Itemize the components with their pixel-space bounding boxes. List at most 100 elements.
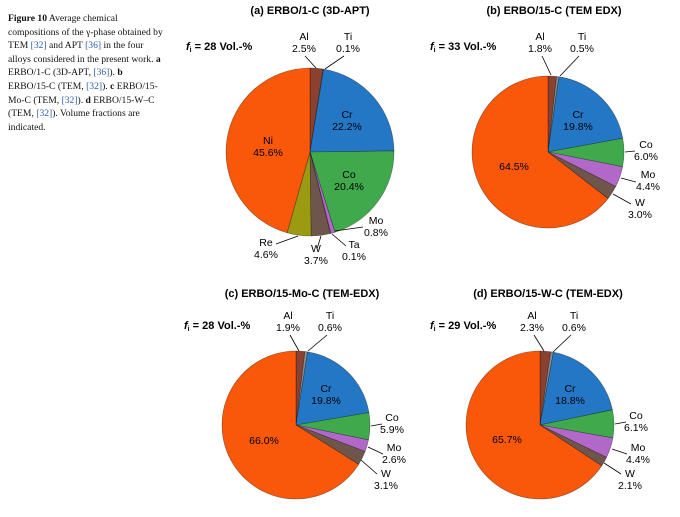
pie-slice-cr [309,68,395,153]
pie-chart-a: (a) ERBO/1-C (3D-APT) fi = 28 Vol.-% Al 2.5… [186,2,436,279]
slice-label-value: 3.1% [374,480,398,492]
slice-label-value: 3.0% [628,209,652,221]
label-leader-line [360,459,378,475]
chart-title: (a) ERBO/1-C (3D-APT) [250,5,370,17]
slice-label-value: 18.8% [555,395,585,407]
pie-chart-c-svg: (c) ERBO/15-Mo-C (TEM-EDX) fi = 28 Vol.-%… [184,288,406,500]
pie-slice-cr [539,351,613,426]
slice-label-value: 0.8% [364,227,388,239]
slice-label-value: 1.8% [528,43,552,55]
pie-slice-mo [539,424,614,458]
pie-chart-b: (b) ERBO/15-C (TEM EDX) fi = 33 Vol.-% Al 1… [430,2,680,279]
caption-text: ). [77,94,86,106]
caption-text: b [117,67,123,79]
label-leader-line [316,235,322,250]
label-leader-line [614,421,627,425]
slice-label-name: Cr [572,109,584,121]
slice-label-value: 3.7% [304,255,328,267]
label-leader-line [370,423,383,427]
citation-link[interactable]: [32] [61,94,78,106]
chart-title: (b) ERBO/15-C (TEM EDX) [486,5,621,17]
slice-label-value: 64.5% [499,161,529,173]
citation-link[interactable]: [32] [86,81,103,93]
slice-label-name: Al [535,31,544,43]
slice-label-value: 4.4% [626,454,650,466]
label-leader-line [552,334,572,353]
citation-link[interactable]: [32] [36,108,53,120]
caption-text: a [155,53,161,65]
pie-slice-ni [221,350,360,500]
pie-chart-b-svg: (b) ERBO/15-C (TEM EDX)fi = 33 Vol.-%Al1… [430,5,660,229]
volume-fraction-label: fi = 28 Vol.-% [184,320,250,333]
pie-chart-d: (d) ERBO/15-W-C (TEM-EDX) fi = 29 Vol.-% A… [426,285,676,517]
label-leader-line [304,55,317,69]
label-leader-line [559,55,580,77]
slice-label-name: W [311,243,321,255]
chart-title: (c) ERBO/15-Mo-C (TEM-EDX) [225,288,380,300]
caption-text: d [85,94,91,106]
citation-link[interactable]: [32] [30,40,47,52]
pie-slice-mo [309,151,336,234]
slice-label-name: Al [283,310,292,322]
slice-label-value: 0.6% [318,322,342,334]
pie-slice-co [295,412,371,441]
slice-label-value: 0.1% [336,43,360,55]
caption-text: ERBO/1-C (3D-APT, [8,67,94,79]
caption-text: ERBO/15-C (TEM, [8,81,87,93]
label-leader-line [367,446,384,455]
citation-link[interactable]: [36] [85,40,102,52]
pie-slice-mo [547,151,623,187]
pie-chart-a-svg: (a) ERBO/1-C (3D-APT) fi = 28 Vol.-% Al2.5… [186,5,395,267]
pie-slice-ti [547,76,560,153]
slice-label-value: 20.4% [334,181,364,193]
caption-text: ERBO/15-Mo-C (TEM, [8,81,158,106]
caption-text: c [110,81,115,93]
pie-slice-w [309,151,331,237]
label-leader-line [307,334,328,352]
volume-fraction-label: fi = 29 Vol.-% [430,320,496,333]
slice-label-name: Co [342,169,356,181]
pie-slice-co [539,409,615,439]
slice-label-name: Cr [341,109,353,121]
label-leader-line [611,448,628,455]
slice-label-value: 66.0% [249,435,279,447]
label-leader-line [612,193,632,205]
caption-text: ). Volume fractions are indicated. [8,108,140,133]
slice-label-value: 2.3% [520,322,544,334]
pie-slice-al [539,350,552,426]
slice-label-name: Al [299,31,308,43]
slice-label-name: Ti [578,31,586,43]
slice-label-value: 19.8% [563,121,593,133]
slice-label-name: Al [527,310,536,322]
slice-label-value: 4.4% [636,181,660,193]
label-leader-line [624,150,636,153]
citation-link[interactable]: [36] [93,67,110,79]
label-leader-line [603,462,622,475]
pie-slice-mo [295,424,369,452]
slice-label-name: Ni [263,135,273,147]
slice-label-name: Mo [631,442,646,454]
volume-fraction-label: fi = 33 Vol.-% [430,41,496,54]
pie-slice-w [295,424,366,465]
slice-label-value: 6.1% [624,422,648,434]
figure-caption: Figure 10 Average chemical compositions … [8,12,163,134]
slice-label-name: Mo [369,215,384,227]
pie-slice-ni [465,350,603,500]
slice-label-value: 65.7% [492,434,522,446]
label-leader-line [620,177,637,183]
pie-slice-ti [309,68,325,153]
caption-text: ). [109,67,118,79]
slice-label-name: Co [629,410,643,422]
pie-slice-al [309,67,324,153]
slice-label-value: 1.9% [276,322,300,334]
pie-slice-w [539,424,607,467]
label-leader-line [533,334,545,352]
label-leader-line [541,55,552,76]
label-leader-line [324,55,345,70]
slice-label-name: Ti [570,310,578,322]
pie-slice-al [547,75,557,153]
caption-text: Average chemical compositions of the γ-p… [8,13,163,52]
pie-slice-cr [295,351,370,426]
slice-label-name: Mo [387,442,402,454]
